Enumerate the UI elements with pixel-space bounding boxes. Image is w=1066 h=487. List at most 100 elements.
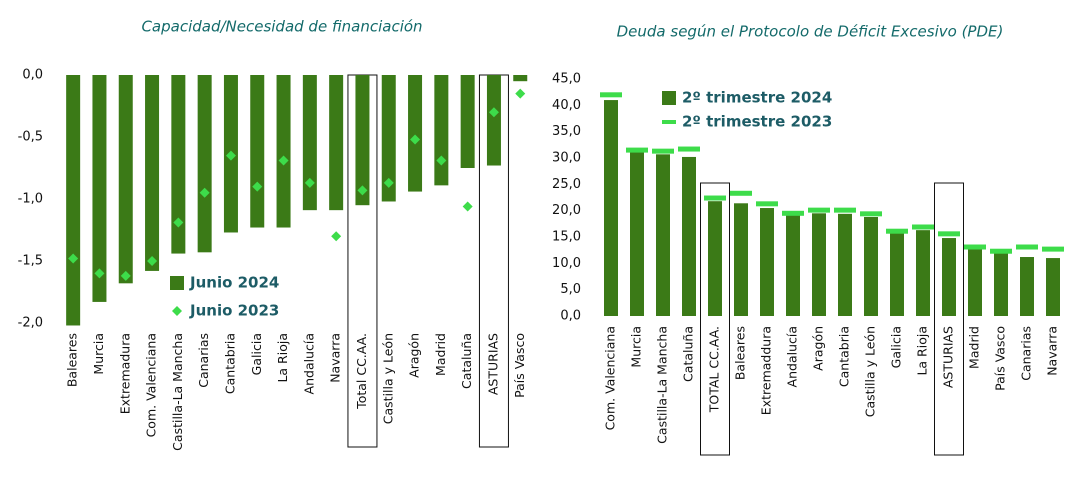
marker — [252, 181, 263, 192]
bar — [1020, 257, 1034, 316]
x-tick-label: ASTURIAS — [485, 333, 500, 395]
bar — [355, 75, 370, 206]
bar — [408, 75, 423, 192]
bar — [66, 75, 81, 326]
bar — [890, 232, 904, 316]
x-tick-label: Cantabria — [837, 326, 852, 387]
marker — [600, 92, 622, 98]
bar — [994, 252, 1008, 316]
marker — [331, 231, 342, 242]
marker — [704, 195, 726, 201]
bar — [250, 75, 265, 228]
x-tick-label: ASTURIAS — [941, 326, 956, 388]
x-tick-label: Cantabria — [222, 333, 237, 394]
x-tick-label: Aragón — [811, 326, 826, 371]
legend-swatch — [662, 120, 676, 124]
bar — [197, 75, 212, 253]
bar — [734, 203, 748, 316]
marker — [782, 210, 804, 216]
y-tick-label: 40,0 — [552, 98, 581, 113]
y-tick-label: 20,0 — [552, 203, 581, 218]
x-tick-label: Com. Valenciana — [603, 326, 618, 430]
bar — [656, 154, 670, 316]
marker — [436, 155, 447, 166]
x-tick-label: Canarias — [1019, 326, 1034, 381]
marker — [808, 207, 830, 213]
marker — [652, 148, 674, 154]
x-tick-label: Murcia — [629, 326, 644, 368]
marker — [225, 150, 236, 161]
x-tick-label: Cataluña — [459, 333, 474, 389]
bar — [708, 201, 722, 316]
y-tick-label: 0,0 — [22, 68, 43, 83]
y-tick-label: 35,0 — [552, 124, 581, 139]
legend-label: 2º trimestre 2024 — [682, 89, 832, 107]
legend-swatch — [170, 276, 184, 290]
bar — [812, 213, 826, 316]
x-tick-label: TOTAL CC.AA. — [707, 326, 722, 413]
y-tick-label: -1,0 — [18, 192, 43, 207]
x-tick-label: La Rioja — [275, 333, 290, 383]
x-tick-label: Navarra — [328, 333, 343, 383]
chart-title: Deuda según el Protocolo de Déficit Exce… — [617, 23, 1004, 41]
bar — [329, 75, 344, 211]
x-tick-label: País Vasco — [512, 333, 527, 398]
x-tick-label: La Rioja — [915, 326, 930, 376]
marker — [678, 146, 700, 152]
bar — [145, 75, 160, 271]
x-tick-label: Murcia — [91, 333, 106, 375]
x-tick-label: Aragón — [407, 333, 422, 378]
y-tick-label: -1,5 — [18, 254, 43, 269]
marker — [938, 231, 960, 237]
y-tick-label: 0,0 — [560, 309, 581, 324]
bar — [942, 238, 956, 316]
bar — [434, 75, 449, 186]
x-tick-label: Com. Valenciana — [144, 333, 159, 437]
bar — [276, 75, 291, 228]
x-tick-label: Baleares — [733, 326, 748, 380]
x-tick-label: Andalucía — [785, 326, 800, 387]
bar — [460, 75, 475, 168]
x-tick-label: Extremadura — [117, 333, 132, 414]
x-tick-label: Extremaddura — [759, 326, 774, 415]
x-tick-label: Cataluña — [681, 326, 696, 382]
legend-label: Junio 2024 — [189, 274, 279, 292]
bar — [786, 214, 800, 316]
chart-title: Capacidad/Necesidad de financiación — [141, 18, 422, 36]
x-tick-label: Castilla y León — [380, 333, 395, 424]
marker — [912, 224, 934, 230]
marker — [147, 256, 158, 266]
marker — [383, 177, 394, 188]
bar — [630, 147, 644, 316]
x-tick-label: Canarias — [196, 333, 211, 388]
marker — [410, 134, 421, 145]
marker — [120, 270, 131, 281]
bar — [92, 75, 107, 302]
legend-swatch — [662, 91, 676, 105]
x-tick-label: Galicia — [889, 326, 904, 368]
bar — [838, 213, 852, 316]
marker — [94, 268, 105, 279]
bar — [864, 216, 878, 316]
marker — [357, 185, 368, 196]
marker — [199, 187, 210, 198]
bar — [1046, 258, 1060, 316]
y-tick-label: 15,0 — [552, 230, 581, 245]
marker — [278, 155, 289, 166]
highlight-box — [700, 182, 730, 456]
x-tick-label: Baleares — [65, 333, 80, 387]
x-tick-label: Castilla-La Mancha — [655, 326, 670, 444]
bar — [916, 230, 930, 316]
bar — [118, 75, 133, 284]
bar — [760, 208, 774, 316]
highlight-box — [934, 182, 964, 456]
marker — [756, 201, 778, 207]
y-tick-label: -2,0 — [18, 316, 43, 331]
x-tick-label: Galicia — [249, 333, 264, 375]
marker — [860, 211, 882, 217]
x-tick-label: Madrid — [433, 333, 448, 376]
bar — [968, 249, 982, 316]
marker — [68, 253, 79, 264]
y-tick-label: 10,0 — [552, 256, 581, 271]
x-tick-label: Castilla-La Mancha — [170, 333, 185, 451]
